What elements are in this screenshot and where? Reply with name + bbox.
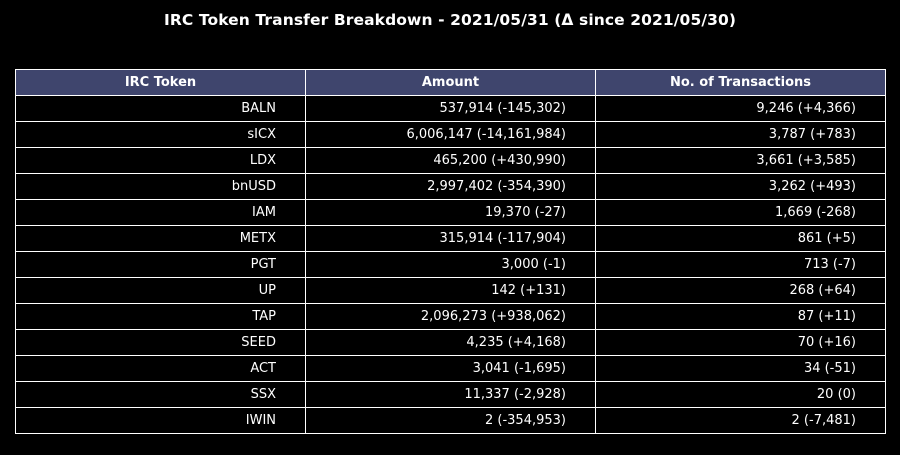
transactions-cell: 1,669 (-268) [595, 199, 886, 226]
token-cell: IAM [15, 199, 306, 226]
transactions-cell: 34 (-51) [595, 355, 886, 382]
column-header-amount: Amount [305, 69, 596, 96]
transactions-cell: 20 (0) [595, 381, 886, 408]
table-row: IWIN 2 (-354,953) 2 (-7,481) [15, 407, 886, 434]
token-cell: sICX [15, 121, 306, 148]
table-row: ACT 3,041 (-1,695) 34 (-51) [15, 355, 886, 382]
table-row: BALN 537,914 (-145,302) 9,246 (+4,366) [15, 95, 886, 122]
amount-cell: 315,914 (-117,904) [305, 225, 596, 252]
token-cell: LDX [15, 147, 306, 174]
transactions-cell: 268 (+64) [595, 277, 886, 304]
amount-cell: 4,235 (+4,168) [305, 329, 596, 356]
table-row: IAM 19,370 (-27) 1,669 (-268) [15, 199, 886, 226]
table-row: SEED 4,235 (+4,168) 70 (+16) [15, 329, 886, 356]
token-cell: UP [15, 277, 306, 304]
transactions-cell: 2 (-7,481) [595, 407, 886, 434]
amount-cell: 6,006,147 (-14,161,984) [305, 121, 596, 148]
amount-cell: 2,997,402 (-354,390) [305, 173, 596, 200]
token-cell: ACT [15, 355, 306, 382]
amount-cell: 537,914 (-145,302) [305, 95, 596, 122]
token-cell: IWIN [15, 407, 306, 434]
transactions-cell: 861 (+5) [595, 225, 886, 252]
amount-cell: 3,000 (-1) [305, 251, 596, 278]
transactions-cell: 713 (-7) [595, 251, 886, 278]
table-row: sICX 6,006,147 (-14,161,984) 3,787 (+783) [15, 121, 886, 148]
chart-title: IRC Token Transfer Breakdown - 2021/05/3… [163, 11, 737, 29]
table-row: METX 315,914 (-117,904) 861 (+5) [15, 225, 886, 252]
token-cell: bnUSD [15, 173, 306, 200]
amount-cell: 465,200 (+430,990) [305, 147, 596, 174]
token-cell: METX [15, 225, 306, 252]
amount-cell: 142 (+131) [305, 277, 596, 304]
transactions-cell: 3,787 (+783) [595, 121, 886, 148]
column-header-transactions: No. of Transactions [595, 69, 886, 96]
column-header-token: IRC Token [15, 69, 306, 96]
table-header-row: IRC Token Amount No. of Transactions [15, 69, 886, 96]
amount-cell: 19,370 (-27) [305, 199, 596, 226]
token-cell: BALN [15, 95, 306, 122]
transactions-cell: 70 (+16) [595, 329, 886, 356]
token-cell: PGT [15, 251, 306, 278]
token-cell: SEED [15, 329, 306, 356]
table-row: bnUSD 2,997,402 (-354,390) 3,262 (+493) [15, 173, 886, 200]
transactions-cell: 3,262 (+493) [595, 173, 886, 200]
amount-cell: 2 (-354,953) [305, 407, 596, 434]
amount-cell: 11,337 (-2,928) [305, 381, 596, 408]
transactions-cell: 9,246 (+4,366) [595, 95, 886, 122]
token-transfer-table: IRC Token Amount No. of Transactions BAL… [15, 69, 886, 434]
token-cell: TAP [15, 303, 306, 330]
transactions-cell: 87 (+11) [595, 303, 886, 330]
amount-cell: 3,041 (-1,695) [305, 355, 596, 382]
transactions-cell: 3,661 (+3,585) [595, 147, 886, 174]
table-body: BALN 537,914 (-145,302) 9,246 (+4,366) sICX… [15, 95, 886, 434]
amount-cell: 2,096,273 (+938,062) [305, 303, 596, 330]
table-row: PGT 3,000 (-1) 713 (-7) [15, 251, 886, 278]
table-row: UP 142 (+131) 268 (+64) [15, 277, 886, 304]
table-row: SSX 11,337 (-2,928) 20 (0) [15, 381, 886, 408]
table-row: LDX 465,200 (+430,990) 3,661 (+3,585) [15, 147, 886, 174]
token-cell: SSX [15, 381, 306, 408]
table-row: TAP 2,096,273 (+938,062) 87 (+11) [15, 303, 886, 330]
